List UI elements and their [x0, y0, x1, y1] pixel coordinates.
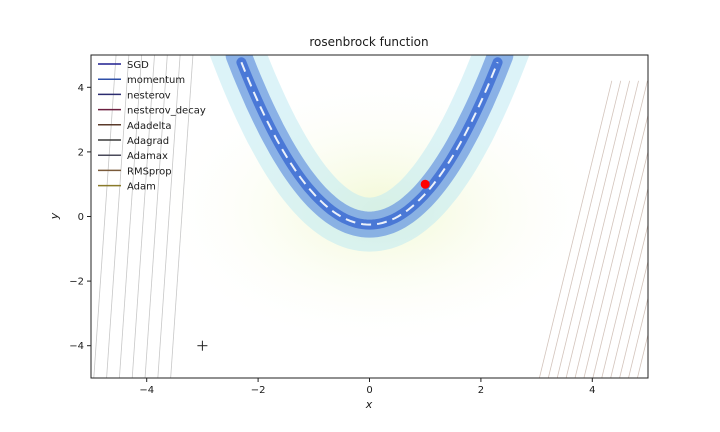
legend-label: Adagrad: [127, 136, 169, 147]
legend-label: Adadelta: [127, 121, 171, 132]
contour-line-right: [610, 223, 648, 378]
y-tick-label: 0: [78, 212, 84, 223]
legend-label: Adamax: [127, 151, 168, 162]
chart-title: rosenbrock function: [309, 35, 428, 49]
contour-line-left: [93, 55, 117, 378]
contour-line-left: [144, 55, 168, 378]
contour-line-right: [619, 259, 648, 378]
y-tick-label: 4: [78, 83, 84, 94]
x-tick-label: 2: [478, 385, 484, 396]
x-tick-label: −4: [139, 385, 154, 396]
contour-line-right: [628, 296, 648, 378]
contour-line-right: [547, 80, 622, 378]
legend: SGD momentum nesterov nesterov_decay Adadelt…: [98, 60, 206, 193]
contour-line-right: [556, 80, 631, 378]
contour-line-left: [119, 55, 143, 378]
minimum-marker: [420, 179, 430, 189]
contour-line-left: [170, 55, 194, 378]
x-tick-label: −2: [251, 385, 266, 396]
contour-line-right: [583, 113, 648, 378]
y-tick-label: −2: [69, 277, 84, 288]
legend-label: RMSprop: [127, 166, 172, 177]
contour-layer: [93, 55, 648, 378]
contour-line-right: [538, 80, 613, 378]
legend-label: momentum: [127, 75, 185, 86]
valley-floor-line: [240, 61, 499, 226]
x-tick-label: 4: [589, 385, 595, 396]
x-tick-label: 0: [366, 385, 372, 396]
contour-line-right: [601, 186, 648, 378]
legend-label: Adam: [127, 182, 156, 193]
y-tick-label: 2: [78, 147, 84, 158]
legend-label: nesterov_decay: [127, 106, 206, 117]
y-axis-label: y: [48, 212, 61, 220]
contour-line-right: [592, 150, 648, 378]
contour-line-left: [131, 55, 155, 378]
contour-line-left: [157, 55, 181, 378]
x-axis-label: x: [365, 398, 373, 411]
y-tick-label: −4: [69, 341, 84, 352]
contour-line-right: [565, 80, 639, 378]
contour-line-left: [106, 55, 130, 378]
contour-line-right: [574, 80, 648, 378]
legend-label: SGD: [127, 60, 149, 71]
axes: −4 −2 0 2 4 −4 −2 0 2 4: [69, 83, 595, 396]
markers: [197, 179, 430, 351]
legend-label: nesterov: [127, 90, 171, 101]
